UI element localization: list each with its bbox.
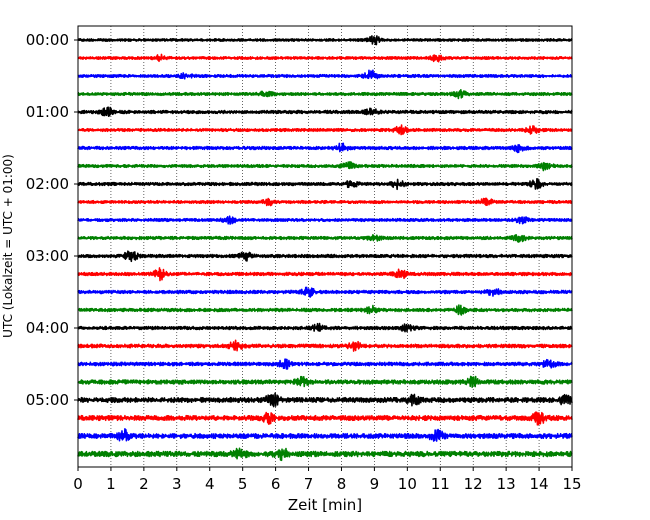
trace-line [77,124,573,136]
trace-line [77,106,573,117]
y-axis-ticks: 00:00 01:00 02:00 03:00 04:00 05:00 [26,31,78,409]
y-axis-label: UTC (Lokalzeit = UTC + 01:00) [1,154,15,338]
trace-line [77,339,573,352]
x-tick-label: 6 [271,475,281,493]
x-tick-label: 7 [304,475,314,493]
trace-line [77,286,573,298]
y-tick-label: 04:00 [26,319,69,337]
trace-line [77,53,573,63]
trace-line [77,267,573,282]
x-axis-label: Zeit [min] [288,496,362,514]
trace-line [77,428,573,442]
x-tick-label: 15 [562,475,581,493]
trace-line [77,234,573,243]
y-tick-label: 00:00 [26,31,69,49]
trace-line [77,375,573,389]
trace-line [77,89,573,100]
x-tick-label: 3 [172,475,182,493]
x-tick-label: 11 [431,475,450,493]
plot-frame [77,25,573,468]
trace-line [77,197,573,207]
trace-line [77,250,573,263]
x-tick-label: 9 [370,475,380,493]
trace-series [77,35,573,462]
trace-line [77,358,573,370]
trace-line [77,392,573,408]
x-axis-ticks: 0 1 2 3 4 5 6 7 8 9 10 11 12 13 14 15 [73,467,582,493]
y-tick-label: 01:00 [26,103,69,121]
trace-line [77,35,573,46]
x-tick-label: 12 [464,475,483,493]
y-tick-label: 05:00 [26,391,69,409]
x-tick-label: 0 [73,475,83,493]
trace-line [77,411,573,426]
x-tick-label: 8 [337,475,347,493]
x-tick-label: 4 [205,475,215,493]
x-tick-label: 2 [139,475,149,493]
x-tick-label: 14 [530,475,549,493]
trace-line [77,447,573,462]
x-tick-label: 5 [238,475,248,493]
x-tick-label: 13 [497,475,516,493]
trace-line [77,215,573,225]
trace-line [77,304,573,316]
trace-line [77,142,573,154]
trace-line [77,322,573,333]
y-tick-label: 03:00 [26,247,69,265]
y-tick-label: 02:00 [26,175,69,193]
x-tick-label: 10 [398,475,417,493]
trace-line [77,178,573,191]
trace-line [77,69,573,80]
x-tick-label: 1 [106,475,116,493]
trace-line [77,161,573,172]
